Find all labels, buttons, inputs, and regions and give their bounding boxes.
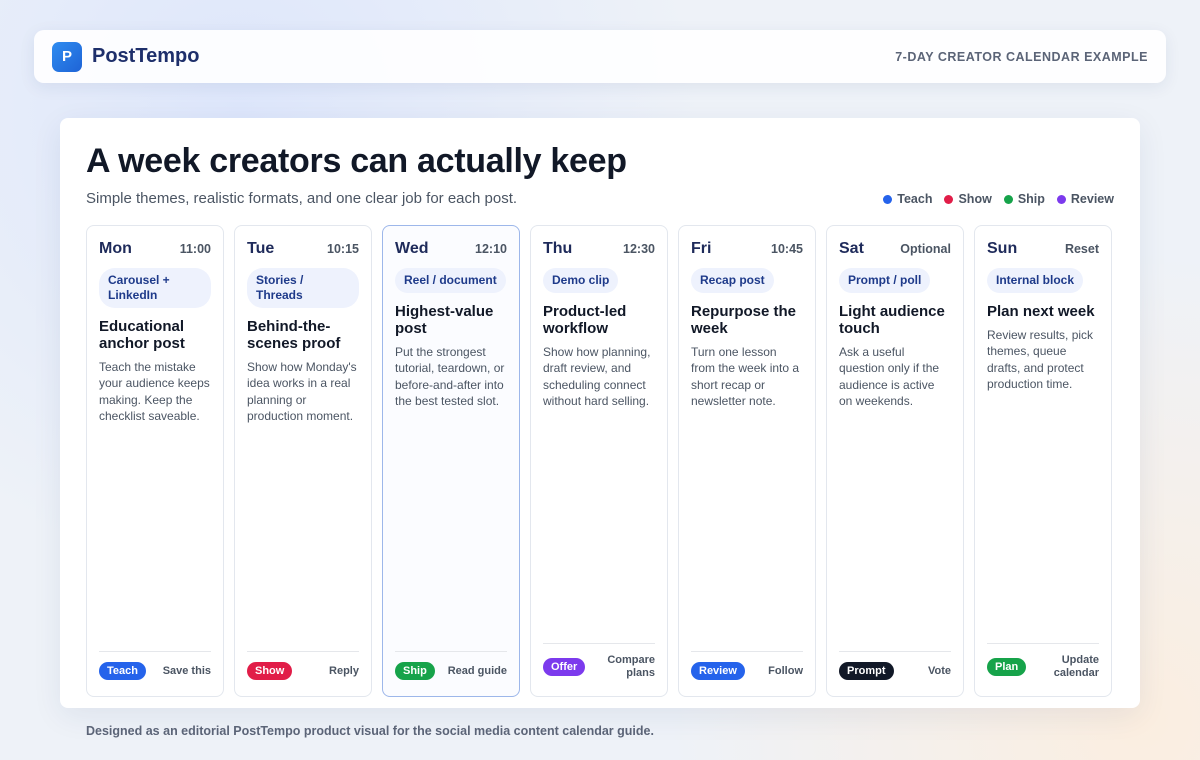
post-description: Ask a useful question only if the audien… (839, 345, 940, 408)
legend-label: Ship (1017, 192, 1045, 206)
day-footer: Ship Read guide (395, 651, 507, 680)
legend-dot (883, 194, 893, 204)
post-description: Show how Monday's idea works in a real p… (247, 360, 357, 423)
footer-note: Designed as an editorial PostTempo produ… (86, 724, 654, 738)
post-description: Teach the mistake your audience keeps ma… (99, 360, 210, 423)
day-column: Sun Reset Internal block Plan next week Revi… (974, 225, 1112, 697)
legend-label: Teach (897, 192, 933, 206)
brand: PostTempo (92, 45, 200, 67)
day-header: Wed 12:10 (395, 240, 507, 258)
day-column: Thu 12:30 Demo clip Product-led workflow Sho… (530, 225, 668, 697)
action-link[interactable]: Read guide (447, 664, 507, 677)
post-description: Review results, pick themes, queue draft… (987, 328, 1094, 391)
post-title: Behind-the-scenes proof (247, 318, 341, 352)
format-pill: Prompt / poll (839, 268, 931, 293)
day-header: Sat Optional (839, 240, 951, 258)
action-link[interactable]: Save this (162, 664, 211, 677)
format-pill: Reel / document (395, 268, 506, 293)
day-column: Wed 12:10 Reel / document Highest-value pos… (382, 225, 520, 697)
day-footer: Teach Save this (99, 651, 211, 680)
post-title: Plan next week (987, 303, 1095, 320)
format-pill: Demo clip (543, 268, 619, 293)
post-time: Reset (1064, 242, 1099, 256)
day-header: Thu 12:30 (543, 240, 655, 258)
legend-dot (1003, 194, 1013, 204)
action-link[interactable]: Follow (768, 664, 803, 677)
day-name: Sun (987, 240, 1018, 257)
legend-label: Review (1070, 192, 1114, 206)
legend-dot (944, 194, 954, 204)
subtitle: Simple themes, realistic formats, and on… (86, 190, 518, 207)
day-header: Fri 10:45 (691, 240, 803, 258)
legend: Teach Show Ship Review (883, 192, 1114, 206)
tag-pill: Offer (543, 658, 586, 676)
day-name: Fri (691, 240, 712, 257)
day-column: Mon 11:00 Carousel + LinkedIn Educational a… (86, 225, 224, 697)
post-title: Educational anchor post (99, 318, 185, 352)
day-name: Sat (839, 240, 864, 257)
post-time: 10:15 (327, 242, 359, 256)
post-time: Optional (900, 242, 951, 256)
action-link[interactable]: Reply (329, 664, 359, 677)
tag-pill: Review (691, 662, 745, 680)
day-footer: Show Reply (247, 651, 359, 680)
post-description: Put the strongest tutorial, teardown, or… (395, 345, 505, 408)
day-header: Tue 10:15 (247, 240, 359, 258)
post-time: 11:00 (179, 242, 211, 256)
day-name: Mon (99, 240, 132, 257)
legend-item: Teach (883, 192, 932, 206)
day-name: Tue (247, 240, 275, 257)
day-name: Wed (395, 240, 429, 257)
day-footer: Review Follow (691, 651, 803, 680)
logo: P (52, 41, 82, 72)
legend-item: Show (944, 192, 992, 206)
action-link[interactable]: Vote (927, 664, 951, 677)
action-link[interactable]: Compare plans (607, 654, 655, 679)
post-title: Light audience touch (839, 303, 945, 337)
format-pill: Stories / Threads (247, 268, 359, 308)
post-time: 12:10 (475, 242, 507, 256)
calendar-card: A week creators can actually keep Simple… (60, 118, 1140, 708)
post-description: Turn one lesson from the week into a sho… (691, 345, 800, 408)
day-footer: Offer Compare plans (543, 643, 655, 680)
post-title: Highest-value post (395, 303, 494, 337)
tag-pill: Ship (395, 662, 435, 680)
day-header: Sun Reset (987, 240, 1099, 258)
day-column: Sat Optional Prompt / poll Light audience t… (826, 225, 964, 697)
format-pill: Recap post (691, 268, 774, 293)
tag-pill: Plan (987, 658, 1027, 676)
header: P PostTempo 7-DAY CREATOR CALENDAR EXAMP… (34, 30, 1166, 83)
post-title: Repurpose the week (691, 303, 797, 337)
day-columns: Mon 11:00 Carousel + LinkedIn Educational a… (86, 225, 1112, 697)
post-time: 10:45 (771, 242, 803, 256)
day-header: Mon 11:00 (99, 240, 211, 258)
tagline: 7-DAY CREATOR CALENDAR EXAMPLE (895, 49, 1148, 64)
title: A week creators can actually keep (86, 142, 627, 180)
format-pill: Carousel + LinkedIn (99, 268, 211, 308)
legend-item: Ship (1003, 192, 1045, 206)
day-footer: Plan Update calendar (987, 643, 1099, 680)
tag-pill: Show (247, 662, 293, 680)
tag-pill: Teach (99, 662, 146, 680)
day-column: Tue 10:15 Stories / Threads Behind-the-scen… (234, 225, 372, 697)
day-column: Fri 10:45 Recap post Repurpose the week Turn… (678, 225, 816, 697)
day-footer: Prompt Vote (839, 651, 951, 680)
format-pill: Internal block (987, 268, 1084, 293)
action-link[interactable]: Update calendar (1053, 654, 1099, 679)
legend-dot (1056, 194, 1066, 204)
post-description: Show how planning, draft review, and sch… (543, 345, 651, 408)
post-title: Product-led workflow (543, 303, 627, 337)
tag-pill: Prompt (839, 662, 894, 680)
legend-item: Review (1056, 192, 1114, 206)
post-time: 12:30 (623, 242, 655, 256)
legend-label: Show (958, 192, 992, 206)
day-name: Thu (543, 240, 573, 257)
